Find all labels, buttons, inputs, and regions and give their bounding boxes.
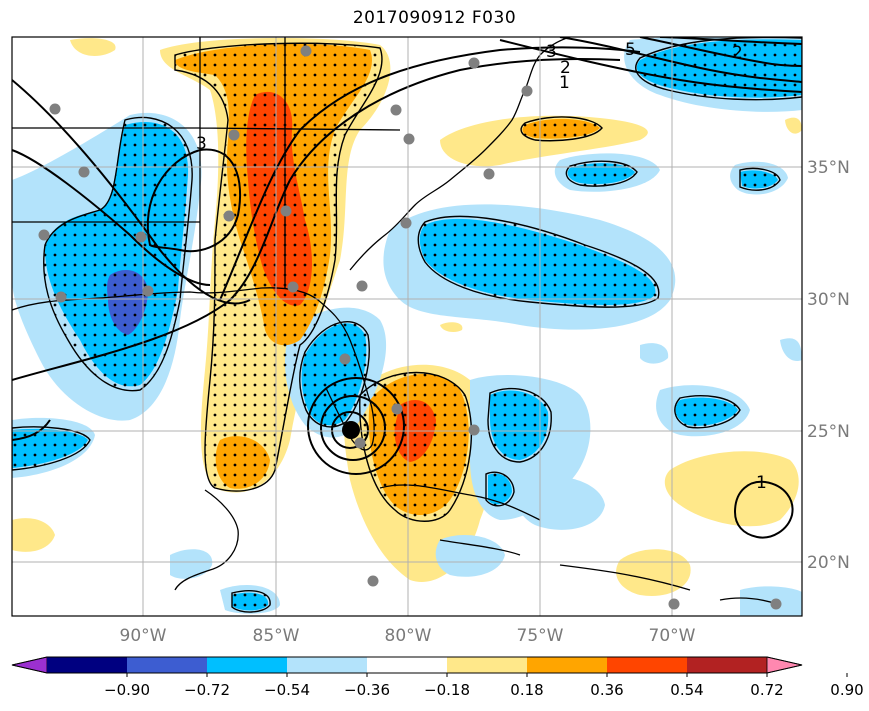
- colorbar-segment: [127, 657, 208, 673]
- colorbar-extend-low: [11, 656, 48, 674]
- colorbar: [11, 656, 803, 674]
- height-contours: [12, 37, 802, 539]
- colorbar-tick-label: 0.54: [670, 681, 703, 699]
- colorbar-tick-label: 0.18: [510, 681, 543, 699]
- colorbar-tick-label: −0.90: [104, 681, 150, 699]
- coastlines: [12, 37, 781, 606]
- lat-label: 20°N: [807, 553, 850, 573]
- latitude-labels: 35°N 30°N 25°N 20°N: [807, 158, 850, 573]
- colorbar-tick-label: 0.72: [750, 681, 783, 699]
- colorbar-segment: [287, 657, 368, 673]
- colorbar-tick-label: −0.54: [264, 681, 310, 699]
- colorbar-segment: [207, 657, 288, 673]
- colorbar-tick-label: −0.18: [424, 681, 470, 699]
- lon-label: 85°W: [253, 626, 300, 646]
- storm-center-marker: [342, 421, 360, 439]
- map-area: 3 2 1 5 2 3 1: [12, 37, 802, 616]
- contour-label: 5: [625, 40, 636, 60]
- lon-label: 80°W: [385, 626, 432, 646]
- colorbar-segment: [687, 657, 768, 673]
- plot-title: 2017090912 F030: [352, 8, 517, 28]
- colorbar-segment: [47, 657, 128, 673]
- colorbar-tick-label: −0.72: [184, 681, 230, 699]
- colorbar-tick-label: 0.36: [590, 681, 623, 699]
- colorbar-tick-label: −0.36: [344, 681, 390, 699]
- longitude-labels: 90°W 85°W 80°W 75°W 70°W: [120, 626, 696, 646]
- station-markers: [38, 45, 782, 610]
- contour-label: 3: [196, 134, 207, 154]
- colorbar-segment: [607, 657, 688, 673]
- contour-label: 1: [559, 73, 570, 93]
- lon-label: 90°W: [120, 626, 167, 646]
- lat-label: 35°N: [807, 158, 850, 178]
- map-frame: [11, 36, 803, 617]
- colorbar-extend-high: [766, 656, 803, 674]
- colorbar-outline: [11, 656, 803, 674]
- map-graticule: [12, 37, 802, 616]
- colorbar-segment: [367, 657, 448, 673]
- contour-labels: 3 2 1 5 2 3 1: [196, 40, 767, 493]
- colorbar-tick-labels: −0.90 −0.72 −0.54 −0.36 −0.18 0.18 0.36 0.54 0.7…: [104, 673, 864, 699]
- contour-label: 2: [732, 43, 743, 63]
- lon-label: 70°W: [649, 626, 696, 646]
- colorbar-tick-label: 0.90: [830, 681, 863, 699]
- contour-label: 2: [560, 58, 571, 78]
- colorbar-segment: [447, 657, 528, 673]
- lat-label: 30°N: [807, 290, 850, 310]
- contour-label: 3: [546, 42, 557, 62]
- contour-label: 1: [756, 473, 767, 493]
- colorbar-segment: [527, 657, 608, 673]
- lat-label: 25°N: [807, 422, 850, 442]
- lon-label: 75°W: [517, 626, 564, 646]
